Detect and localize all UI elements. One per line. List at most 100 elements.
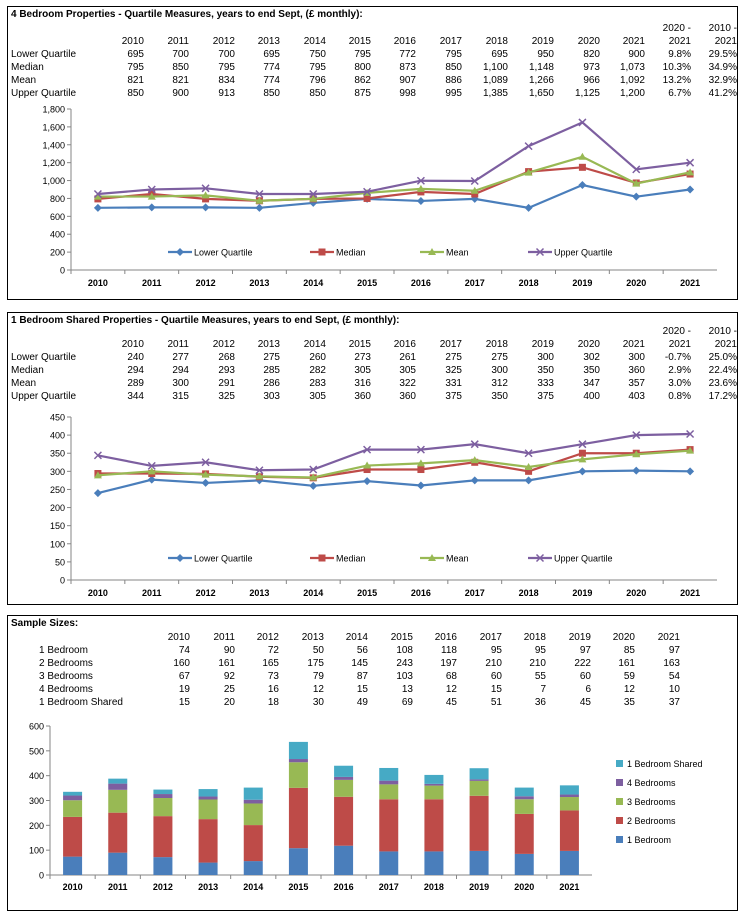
column-header: 2012 bbox=[256, 632, 279, 643]
bar-segment-1-bedroom-shared bbox=[198, 789, 218, 797]
series-line bbox=[97, 449, 691, 479]
stacked-bar-chart-sample-sizes: 0 100 200 300 400 500 600 2010 2011 2012 2013 2014 2… bbox=[29, 722, 703, 893]
table-cell: 60 bbox=[579, 671, 591, 682]
series-line bbox=[97, 155, 691, 202]
bar-segment-4-bedrooms bbox=[514, 796, 534, 800]
data-point bbox=[147, 192, 156, 200]
table-cell: 834 bbox=[218, 75, 235, 86]
table-cell: 1,200 bbox=[619, 88, 645, 99]
table-cell: 95 bbox=[534, 645, 546, 656]
data-point bbox=[535, 553, 545, 563]
table-cell: 774 bbox=[263, 75, 280, 86]
data-point bbox=[309, 194, 318, 202]
y-tick-label: 800 bbox=[50, 194, 65, 204]
bar-segment-4-bedrooms bbox=[334, 776, 354, 780]
series-line bbox=[97, 121, 691, 196]
y-tick-label: 150 bbox=[50, 521, 65, 531]
data-point bbox=[176, 554, 184, 562]
table-cell: 973 bbox=[583, 62, 600, 73]
table-cell: 360 bbox=[354, 391, 371, 402]
line-chart-4-bedroom: 0 200 400 600 800 1,000 1,200 1,400 1,600 1,800 20… bbox=[42, 105, 717, 288]
table-cell: 210 bbox=[485, 658, 502, 669]
bar-segment-1-bedroom bbox=[288, 848, 308, 875]
bar-segment-1-bedroom bbox=[469, 850, 489, 875]
table-cell: 15 bbox=[490, 684, 502, 695]
data-point bbox=[93, 451, 102, 460]
data-point bbox=[363, 187, 372, 196]
panel-4-bedroom: 4 Bedroom Properties - Quartile Measures… bbox=[7, 6, 738, 300]
column-header: 2010 bbox=[121, 339, 144, 350]
x-tick-label: 2017 bbox=[465, 588, 485, 598]
table-cell: 10 bbox=[668, 684, 680, 695]
data-point bbox=[686, 158, 695, 167]
bar-segment-4-bedrooms bbox=[198, 796, 218, 800]
data-point bbox=[525, 467, 533, 475]
table-cell: 37 bbox=[668, 697, 680, 708]
data-point bbox=[93, 192, 102, 200]
bar-segment-1-bedroom bbox=[198, 862, 218, 875]
data-point bbox=[147, 475, 156, 484]
x-tick-label: 2021 bbox=[680, 278, 700, 288]
x-tick-label: 2016 bbox=[411, 588, 431, 598]
table-cell: 34.9% bbox=[708, 62, 737, 73]
table-cell: 289 bbox=[127, 378, 144, 389]
table-cell: 50 bbox=[312, 645, 324, 656]
legend-item: 4 Bedrooms bbox=[616, 778, 676, 788]
table-cell: 795 bbox=[127, 62, 144, 73]
x-tick-label: 2011 bbox=[142, 278, 162, 288]
table-cell: 7 bbox=[540, 684, 546, 695]
legend-label: Upper Quartile bbox=[554, 248, 613, 258]
bar-segment-1-bedroom bbox=[153, 857, 173, 875]
table-cell: 294 bbox=[127, 365, 144, 376]
legend-swatch bbox=[616, 817, 623, 824]
column-header: 2020 bbox=[577, 339, 600, 350]
table-cell: 87 bbox=[356, 671, 368, 682]
table-cell: 303 bbox=[263, 391, 280, 402]
table-cell: 913 bbox=[218, 88, 235, 99]
y-tick-label: 200 bbox=[50, 248, 65, 258]
legend-item: Median bbox=[310, 248, 366, 258]
table-cell: 1,073 bbox=[619, 62, 645, 73]
bar-segment-1-bedroom-shared bbox=[469, 768, 489, 780]
table-cell: 60 bbox=[490, 671, 502, 682]
table-cell: 796 bbox=[309, 75, 326, 86]
table-cell: 291 bbox=[218, 378, 235, 389]
bar-segment-2-bedrooms bbox=[334, 796, 354, 846]
column-header: 2021 bbox=[714, 339, 737, 350]
series-line bbox=[97, 469, 691, 495]
data-point bbox=[578, 118, 587, 127]
table-cell: 350 bbox=[583, 365, 600, 376]
table-cell: 774 bbox=[263, 62, 280, 73]
table-cell: 165 bbox=[262, 658, 279, 669]
legend-item: Mean bbox=[420, 554, 469, 564]
data-point bbox=[470, 440, 479, 449]
table-cell: 862 bbox=[354, 75, 371, 86]
data-point bbox=[428, 248, 436, 255]
row-label: Mean bbox=[11, 75, 37, 86]
data-point bbox=[363, 461, 372, 469]
legend-swatch bbox=[616, 836, 623, 843]
y-tick-label: 300 bbox=[50, 467, 65, 477]
table-cell: 268 bbox=[218, 352, 235, 363]
table-cell: 74 bbox=[178, 645, 190, 656]
x-tick-label: 2015 bbox=[357, 588, 377, 598]
bar-segment-2-bedrooms bbox=[514, 813, 534, 854]
series-line bbox=[97, 432, 691, 472]
table-cell: 210 bbox=[529, 658, 546, 669]
row-label: 2 Bedrooms bbox=[39, 658, 93, 669]
series-lower-quartile bbox=[93, 466, 695, 498]
bar-segment-2-bedrooms bbox=[108, 812, 128, 853]
bar-segment-3-bedrooms bbox=[424, 785, 444, 800]
table-cell: 305 bbox=[309, 391, 326, 402]
table-cell: 6 bbox=[585, 684, 591, 695]
table-cell: 695 bbox=[127, 49, 144, 60]
x-tick-label: 2019 bbox=[572, 278, 592, 288]
bar-segment-1-bedroom-shared bbox=[424, 774, 444, 784]
table-cell: 850 bbox=[127, 88, 144, 99]
data-point bbox=[686, 168, 695, 176]
data-point bbox=[363, 466, 371, 474]
data-point bbox=[524, 168, 533, 176]
panel-1-bedroom-shared: 1 Bedroom Shared Properties - Quartile M… bbox=[7, 312, 738, 605]
column-header: 2021 bbox=[668, 339, 691, 350]
bar-segment-1-bedroom-shared bbox=[288, 741, 308, 760]
